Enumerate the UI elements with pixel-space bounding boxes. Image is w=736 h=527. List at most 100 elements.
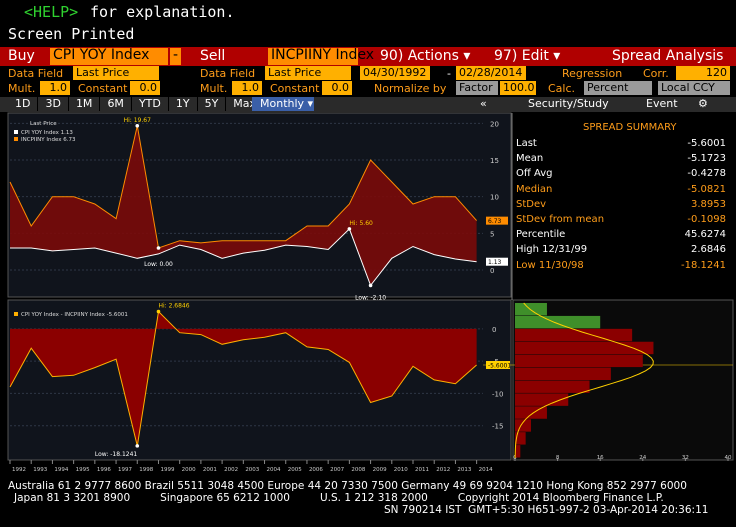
annotation: Low: 0.00 bbox=[144, 261, 173, 268]
page-title: Spread Analysis bbox=[612, 48, 724, 64]
x-tick-label: 2006 bbox=[309, 467, 323, 473]
legend-swatch bbox=[14, 312, 18, 316]
spread-fill bbox=[10, 125, 477, 286]
field-select[interactable]: Last Price bbox=[265, 66, 351, 80]
select[interactable]: Local CCY bbox=[658, 81, 730, 95]
x-tick-label: 24 bbox=[639, 455, 646, 461]
x-tick-label: 2000 bbox=[182, 467, 196, 473]
period-button[interactable]: 1Y bbox=[169, 97, 198, 111]
y-tick-label: 15 bbox=[490, 157, 499, 165]
label: Data Field bbox=[8, 67, 64, 80]
period-bar bbox=[0, 97, 736, 112]
checkbox-label[interactable]: Regression bbox=[562, 67, 623, 80]
summary-value: 3.8953 bbox=[691, 198, 726, 210]
y-tick-label: 20 bbox=[490, 120, 499, 128]
period-button[interactable]: 1M bbox=[69, 97, 101, 111]
select[interactable]: Factor bbox=[456, 81, 498, 95]
input[interactable]: 100.0 bbox=[500, 81, 536, 95]
marker bbox=[135, 444, 140, 448]
annotation: Low: -2.10 bbox=[355, 294, 386, 301]
marker bbox=[156, 246, 161, 250]
x-tick-label: 2003 bbox=[245, 467, 259, 473]
marker bbox=[135, 123, 140, 128]
legend-title: Last Price bbox=[30, 121, 57, 127]
help-key[interactable]: <HELP> bbox=[24, 3, 79, 21]
summary-label: Mean bbox=[516, 153, 544, 165]
checkbox-label[interactable]: Corr. bbox=[643, 67, 669, 80]
sell[interactable]: Sell bbox=[200, 48, 226, 64]
last-label-bg bbox=[486, 216, 508, 225]
label: Constant bbox=[270, 82, 320, 95]
help-text: for explanation. bbox=[90, 3, 235, 21]
period-button[interactable]: 3D bbox=[38, 97, 69, 111]
summary-label: StDev from mean bbox=[516, 214, 605, 225]
legend-label: INCPIINY Index 6.73 bbox=[21, 137, 76, 143]
legend-label: CPI YOY Index 1.13 bbox=[21, 130, 73, 136]
input[interactable]: 0.0 bbox=[130, 81, 160, 95]
actions-menu[interactable]: 90) Actions ▾ bbox=[380, 48, 471, 64]
edit-menu[interactable]: 97) Edit ▾ bbox=[494, 48, 561, 64]
minus[interactable]: - bbox=[170, 48, 182, 65]
summary-label: High 12/31/99 bbox=[516, 244, 588, 256]
frequency-select[interactable]: Monthly ▾ bbox=[252, 97, 314, 111]
status: Screen Printed bbox=[8, 25, 135, 43]
last-label: -5.6001 bbox=[488, 363, 511, 370]
collapse[interactable]: « bbox=[480, 97, 487, 110]
settings[interactable]: ⚙ bbox=[698, 97, 708, 110]
input[interactable]: 0.0 bbox=[322, 81, 352, 95]
annotation: Low: -18.1241 bbox=[95, 451, 138, 458]
security-input[interactable]: CPI YOY Index bbox=[50, 48, 168, 65]
field-select[interactable]: Last Price bbox=[73, 66, 159, 80]
date-input[interactable]: 02/28/2014 bbox=[456, 66, 526, 80]
x-tick-label: 32 bbox=[682, 455, 689, 461]
footer-line: SN 790214 IST GMT+5:30 H651-997-2 03-Apr… bbox=[384, 504, 709, 516]
annotation: Hi: 2.6846 bbox=[158, 302, 189, 309]
x-tick-label: 40 bbox=[725, 455, 732, 461]
x-tick-label: 1993 bbox=[33, 467, 47, 473]
period-button[interactable]: YTD bbox=[132, 97, 169, 111]
fit-curve bbox=[514, 302, 654, 459]
x-tick-label: 2001 bbox=[203, 467, 217, 473]
x-tick-label: 2010 bbox=[394, 467, 408, 473]
select[interactable]: Percent bbox=[584, 81, 652, 95]
x-tick-label: 8 bbox=[556, 455, 560, 461]
summary-value: -5.0821 bbox=[687, 183, 726, 195]
x-tick-label: 16 bbox=[597, 455, 604, 461]
input[interactable]: 1.0 bbox=[232, 81, 262, 95]
y-tick-label: 5 bbox=[490, 230, 494, 238]
series-line bbox=[9, 125, 477, 249]
marker bbox=[368, 283, 373, 288]
input[interactable]: 1.0 bbox=[40, 81, 70, 95]
histogram-bar bbox=[515, 315, 601, 329]
x-tick-label: 1997 bbox=[118, 467, 132, 473]
panel bbox=[7, 299, 512, 461]
period-button[interactable]: 1D bbox=[8, 97, 39, 111]
date-input[interactable]: 04/30/1992 bbox=[360, 66, 430, 80]
histogram-bar bbox=[515, 393, 569, 406]
tab[interactable]: Event bbox=[646, 97, 678, 110]
x-tick-label: 1999 bbox=[160, 467, 174, 473]
x-tick-label: 2014 bbox=[479, 467, 493, 473]
period-button[interactable]: 5Y bbox=[198, 97, 227, 111]
legend-swatch bbox=[14, 137, 18, 141]
label: Constant bbox=[78, 82, 128, 95]
checkbox-label[interactable]: Normalize by bbox=[374, 82, 447, 95]
histogram-bar bbox=[515, 445, 521, 458]
x-tick-label: 1996 bbox=[97, 467, 111, 473]
buy[interactable]: Buy bbox=[8, 48, 35, 64]
last-label-bg bbox=[486, 361, 510, 370]
histogram-bar bbox=[515, 432, 526, 445]
corr-input[interactable]: 120 bbox=[676, 66, 730, 80]
histogram-bar bbox=[515, 341, 654, 355]
period-button[interactable]: 6M bbox=[100, 97, 132, 111]
label: Calc. bbox=[548, 82, 576, 95]
x-tick-label: 2009 bbox=[373, 467, 387, 473]
summary-value: -0.4278 bbox=[687, 168, 726, 180]
tab[interactable]: Security/Study bbox=[528, 97, 609, 110]
y-tick-label: -10 bbox=[492, 390, 503, 398]
summary-title: SPREAD SUMMARY bbox=[583, 122, 677, 133]
last-label: 1.13 bbox=[488, 259, 502, 266]
dash: - bbox=[447, 67, 451, 80]
x-tick-label: 2004 bbox=[267, 467, 281, 473]
